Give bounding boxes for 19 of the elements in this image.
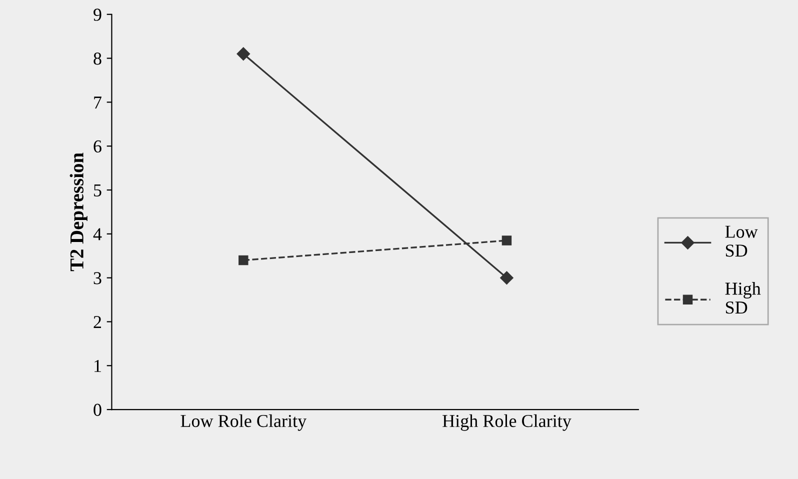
y-tick-label: 2: [94, 316, 101, 328]
y-tick-label: 8: [94, 52, 102, 65]
y-tick-label: 5: [94, 184, 102, 196]
x-tick-label: High Role Clarity: [442, 414, 572, 431]
y-tick-label: 4: [93, 228, 102, 240]
y-tick-label: 7: [94, 96, 102, 108]
legend-label: Low SD: [725, 226, 758, 257]
y-tick-label: 3: [94, 272, 102, 284]
point: [238, 255, 248, 266]
y-tick-label: 0: [94, 404, 102, 416]
point: [236, 47, 250, 60]
legend-label: High SD: [725, 282, 761, 314]
y-tick-label: 9: [94, 8, 102, 21]
x-tick-label: Low Role Clarity: [180, 414, 307, 431]
point: [500, 271, 514, 284]
point: [502, 236, 512, 246]
y-tick-label: 6: [94, 140, 102, 153]
y-tick-label: 1: [94, 360, 101, 372]
y-axis-title: T2 Depression: [70, 152, 88, 272]
